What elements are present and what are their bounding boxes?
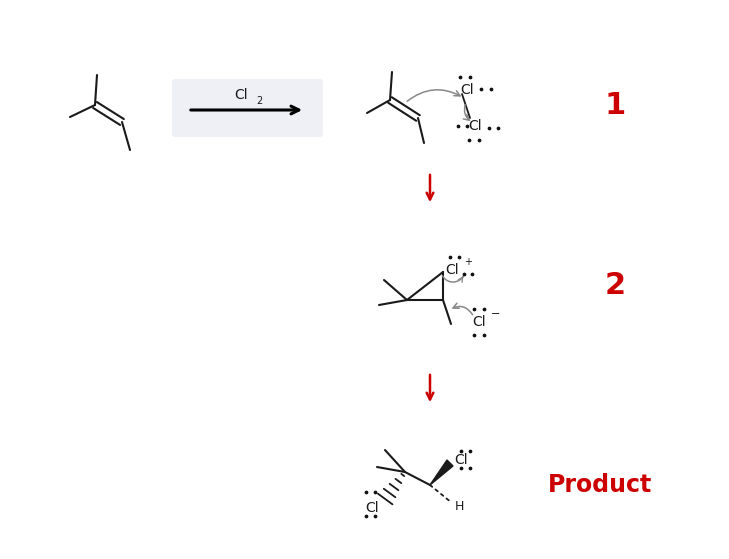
Text: 2: 2	[257, 96, 262, 106]
Text: Product: Product	[548, 473, 652, 497]
Text: Cl: Cl	[454, 453, 467, 467]
Text: 1: 1	[604, 91, 625, 120]
Text: Cl: Cl	[472, 315, 486, 329]
Text: +: +	[464, 257, 472, 267]
Text: Cl: Cl	[235, 88, 249, 102]
Text: Cl: Cl	[468, 119, 482, 133]
Text: Cl: Cl	[365, 501, 378, 515]
Polygon shape	[430, 460, 453, 485]
Text: H: H	[455, 500, 464, 514]
Text: Cl: Cl	[460, 83, 474, 97]
FancyBboxPatch shape	[172, 79, 323, 137]
Text: 2: 2	[604, 271, 625, 300]
Text: Cl: Cl	[445, 263, 459, 277]
Text: −: −	[491, 309, 500, 319]
